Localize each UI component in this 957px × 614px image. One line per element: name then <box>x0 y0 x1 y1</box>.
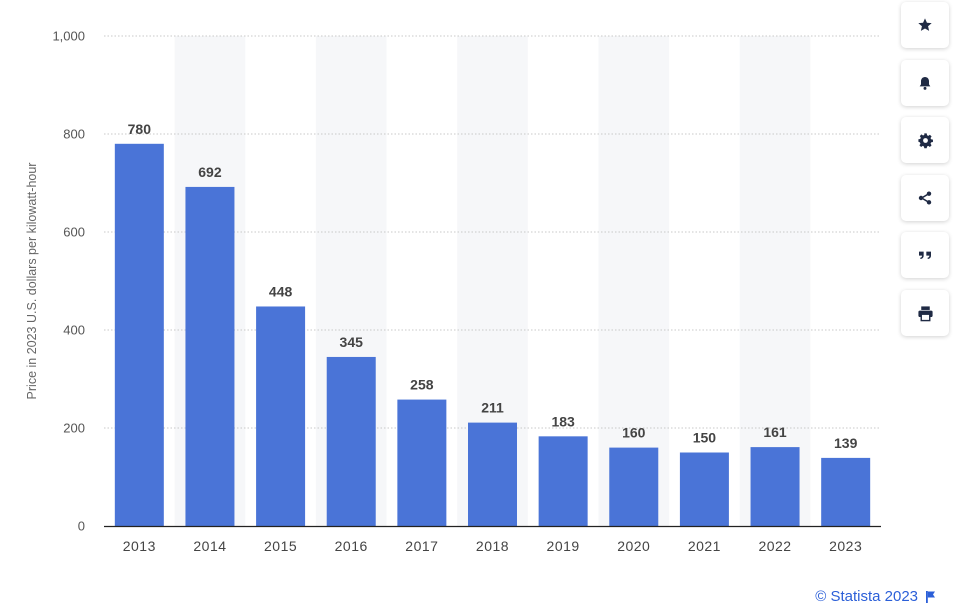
star-icon <box>918 18 932 31</box>
gear-icon <box>917 132 933 148</box>
notification-button[interactable] <box>901 60 949 106</box>
data-label: 448 <box>269 283 293 299</box>
data-label: 692 <box>198 164 222 180</box>
bar-2013[interactable] <box>114 143 164 527</box>
x-tick-label: 2022 <box>758 538 791 554</box>
x-tick-label: 2014 <box>193 538 226 554</box>
bar-2022[interactable] <box>750 447 800 526</box>
credit-text[interactable]: © Statista 2023 <box>815 588 918 605</box>
y-tick-label: 600 <box>63 225 85 240</box>
x-tick-label: 2018 <box>476 538 509 554</box>
y-axis-label: Price in 2023 U.S. dollars per kilowatt-… <box>25 163 39 400</box>
y-tick-label: 1,000 <box>52 29 85 44</box>
bar-2016[interactable] <box>326 356 376 526</box>
y-tick-label: 400 <box>63 323 85 338</box>
x-tick-label: 2016 <box>335 538 368 554</box>
x-tick-label: 2017 <box>405 538 438 554</box>
data-label: 345 <box>340 334 364 350</box>
print-button[interactable] <box>901 290 949 336</box>
data-label: 183 <box>551 413 575 429</box>
bar-2021[interactable] <box>679 452 729 527</box>
bell-icon <box>919 77 931 90</box>
y-tick-label: 0 <box>78 519 85 534</box>
flag-icon <box>926 590 935 603</box>
bar-2018[interactable] <box>468 422 517 526</box>
share-button[interactable] <box>901 175 949 221</box>
bar-2020[interactable] <box>609 447 659 526</box>
x-tick-label: 2023 <box>829 538 862 554</box>
y-tick-label: 800 <box>63 127 85 142</box>
data-label: 211 <box>481 400 504 416</box>
x-tick-label: 2013 <box>123 538 156 554</box>
column-band <box>739 36 811 526</box>
y-tick-label: 200 <box>63 421 85 436</box>
share-icon <box>918 191 932 205</box>
quote-icon <box>919 251 931 259</box>
favorite-button[interactable] <box>901 2 949 48</box>
column-band <box>598 36 670 526</box>
statista-credit[interactable]: © Statista 2023 <box>815 588 936 605</box>
data-label: 139 <box>834 435 858 451</box>
data-label: 161 <box>763 424 787 440</box>
print-icon <box>917 305 933 321</box>
x-tick-label: 2020 <box>617 538 650 554</box>
bar-2019[interactable] <box>538 436 588 526</box>
data-label: 258 <box>410 377 434 393</box>
bar-2017[interactable] <box>397 399 447 526</box>
data-label: 160 <box>622 425 646 441</box>
data-label: 780 <box>128 121 152 137</box>
bar-2014[interactable] <box>185 186 235 527</box>
data-label: 150 <box>693 430 717 446</box>
bar-2023[interactable] <box>821 457 871 526</box>
settings-button[interactable] <box>901 117 949 163</box>
bar-2015[interactable] <box>256 306 306 526</box>
x-tick-label: 2019 <box>547 538 580 554</box>
cite-button[interactable] <box>901 232 949 278</box>
x-tick-label: 2015 <box>264 538 297 554</box>
x-tick-label: 2021 <box>688 538 721 554</box>
